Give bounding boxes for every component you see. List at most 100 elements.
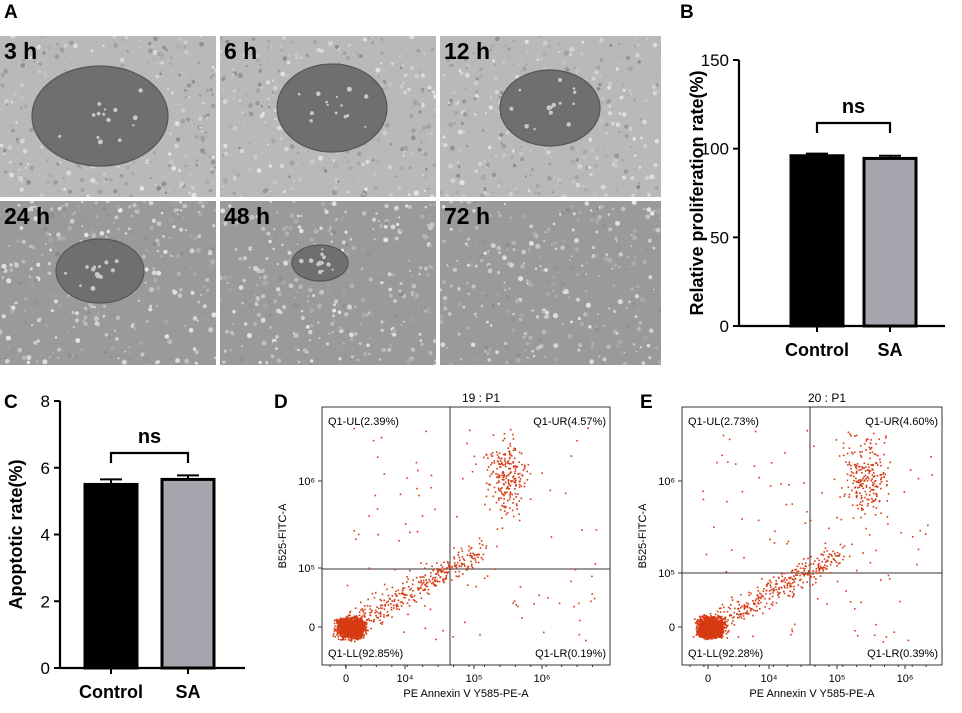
event-dot: [362, 630, 365, 632]
cell-speck: [505, 309, 510, 314]
cell-speck: [623, 351, 626, 354]
cell-speck: [323, 208, 327, 211]
cell-speck: [302, 360, 306, 363]
event-dot: [591, 575, 593, 578]
event-dot: [425, 579, 427, 581]
cell-speck: [24, 320, 28, 324]
cell-speck: [493, 64, 496, 66]
event-dot: [514, 448, 517, 450]
cell-speck: [606, 103, 612, 109]
migrating-cell: [318, 269, 323, 275]
event-dot: [538, 594, 540, 597]
cell-speck: [18, 281, 23, 285]
cell-speck: [619, 141, 622, 143]
cell-speck: [362, 211, 367, 216]
event-dot: [529, 498, 532, 500]
event-dot: [487, 457, 489, 459]
cell-speck: [158, 153, 161, 156]
cell-speck: [581, 40, 585, 44]
event-dot: [444, 578, 446, 581]
cell-speck: [628, 300, 631, 304]
cell-speck: [48, 355, 52, 359]
cell-speck: [298, 284, 303, 289]
cell-speck: [497, 260, 500, 262]
cell-speck: [594, 218, 599, 223]
cell-speck: [647, 192, 652, 197]
cell-speck: [420, 87, 425, 92]
cell-speck: [604, 123, 609, 127]
cell-speck: [637, 181, 641, 185]
event-dot: [462, 573, 464, 575]
cell-speck: [401, 173, 404, 176]
cell-speck: [287, 248, 289, 251]
cell-speck: [232, 97, 235, 100]
cell-speck: [597, 182, 601, 186]
event-dot: [456, 561, 459, 564]
cell-speck: [77, 164, 81, 168]
event-dot: [512, 462, 514, 464]
event-dot: [489, 508, 491, 511]
cell-speck: [492, 271, 497, 276]
cell-speck: [403, 73, 408, 78]
cell-speck: [623, 169, 629, 174]
cell-speck: [624, 133, 629, 139]
cell-speck: [71, 311, 75, 314]
cell-speck: [597, 166, 602, 171]
cell-speck: [309, 237, 314, 242]
cell-speck: [297, 348, 300, 352]
cell-speck: [558, 50, 561, 53]
cell-speck: [42, 71, 48, 77]
cell-speck: [188, 171, 191, 175]
event-dot: [339, 621, 341, 624]
cell-speck: [206, 288, 209, 292]
event-dot: [342, 625, 344, 627]
y-tick-label: 2: [41, 592, 50, 611]
event-dot: [365, 633, 368, 635]
event-dot: [348, 634, 351, 637]
cell-speck: [432, 90, 435, 94]
event-dot: [364, 612, 367, 614]
cell-speck: [82, 219, 88, 224]
cell-speck: [296, 243, 299, 245]
event-dot: [498, 499, 500, 501]
cell-speck: [17, 347, 23, 353]
cell-speck: [405, 204, 409, 208]
cell-speck: [475, 264, 478, 267]
cell-speck: [267, 39, 271, 43]
event-dot: [469, 552, 472, 555]
cell-speck: [466, 263, 470, 267]
x-tick-label: Control: [79, 682, 143, 702]
cell-speck: [38, 174, 41, 177]
migrating-cell: [299, 258, 304, 264]
cell-speck: [229, 54, 233, 57]
cell-speck: [36, 339, 40, 343]
event-dot: [340, 633, 343, 635]
cell-speck: [558, 182, 562, 185]
cell-speck: [503, 228, 507, 232]
cell-speck: [230, 72, 235, 77]
cell-speck: [428, 265, 432, 269]
cell-speck: [272, 247, 275, 251]
cell-speck: [377, 219, 381, 223]
cell-speck: [548, 162, 552, 166]
cell-speck: [490, 43, 496, 48]
event-dot: [345, 626, 348, 629]
cell-speck: [33, 207, 36, 211]
cell-speck: [186, 117, 190, 122]
cell-speck: [265, 108, 270, 113]
cell-speck: [188, 191, 192, 195]
cell-speck: [62, 177, 65, 179]
cell-speck: [652, 246, 656, 250]
event-dot: [454, 564, 456, 566]
event-dot: [352, 627, 355, 629]
cell-speck: [591, 245, 596, 250]
cell-speck: [245, 65, 248, 68]
cell-speck: [232, 191, 236, 195]
cell-speck: [638, 321, 642, 325]
cell-speck: [575, 297, 581, 302]
event-dot: [443, 568, 445, 570]
event-dot: [512, 480, 514, 482]
event-dot: [454, 571, 457, 573]
cell-speck: [22, 148, 28, 154]
timepoint-label: 72 h: [444, 203, 491, 229]
